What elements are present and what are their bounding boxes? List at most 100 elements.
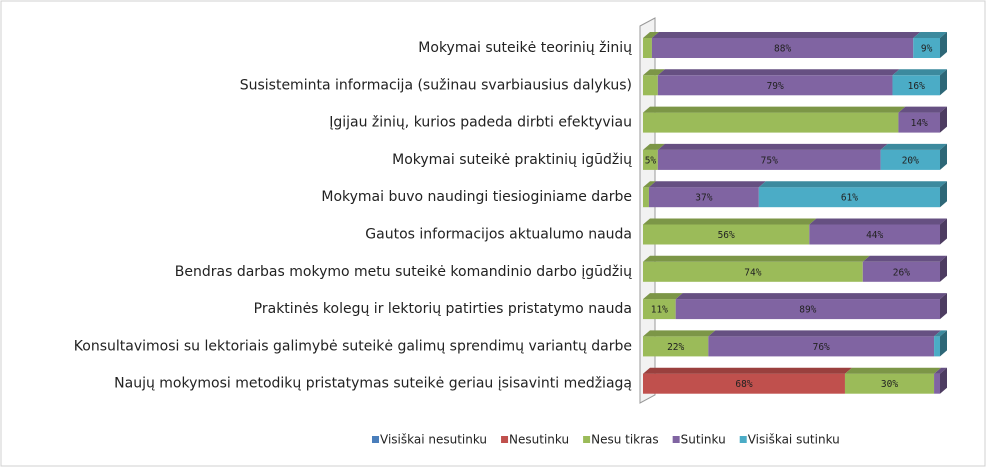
bar-end-face xyxy=(940,69,947,96)
bar-face xyxy=(892,69,947,76)
bar-face xyxy=(862,261,940,282)
legend-label: Nesutinku xyxy=(509,433,569,447)
bar-segment xyxy=(657,143,888,170)
bar-face xyxy=(844,373,935,394)
bar-face xyxy=(708,330,942,337)
data-label: 44% xyxy=(866,230,883,241)
bar-segment xyxy=(643,330,716,357)
data-label: 26% xyxy=(893,267,910,278)
bar-face xyxy=(643,38,652,58)
bar-face xyxy=(648,187,759,208)
bar-segment xyxy=(657,69,900,96)
bar-segment xyxy=(643,293,683,320)
data-label: 89% xyxy=(799,305,816,316)
bar-face xyxy=(643,112,899,133)
bar-face xyxy=(643,299,676,320)
data-label: 14% xyxy=(911,118,928,129)
bar-face xyxy=(643,255,870,262)
bar-face xyxy=(934,373,940,394)
bar-segment xyxy=(708,330,942,357)
bar-face xyxy=(643,149,658,170)
bar-face xyxy=(844,367,942,374)
data-label: 11% xyxy=(651,305,668,316)
bar-face xyxy=(643,261,863,282)
bar-segment xyxy=(643,32,659,58)
bar-segment xyxy=(898,106,947,133)
legend-label: Visiškai nesutinku xyxy=(380,433,487,447)
bar-face xyxy=(643,75,658,96)
bar-face xyxy=(675,299,940,320)
bar-face xyxy=(675,293,947,300)
bar-segment xyxy=(643,143,665,170)
bar-segment xyxy=(648,181,766,208)
data-label: 9% xyxy=(921,44,933,55)
bar-face xyxy=(657,69,900,76)
bar-face xyxy=(643,330,716,337)
bar-face xyxy=(657,75,893,96)
category-label: Konsultavimosi su lektoriais galimybė su… xyxy=(74,338,632,354)
category-label: Gautos informacijos aktualumo nauda xyxy=(365,227,632,243)
bar-face xyxy=(657,143,888,150)
bar-end-face xyxy=(940,181,947,208)
bar-segment xyxy=(643,255,870,282)
category-label: Mokymai suteikė teorinių žinių xyxy=(418,40,632,56)
bar-segment xyxy=(934,330,947,357)
bar-segment xyxy=(880,143,947,170)
legend-label: Nesu tikras xyxy=(591,433,659,447)
bar-face xyxy=(898,112,940,133)
bar-face xyxy=(934,336,940,357)
bar-face xyxy=(758,187,940,208)
data-label: 30% xyxy=(881,379,898,390)
bar-face xyxy=(643,106,906,113)
bar-face xyxy=(643,32,659,38)
data-label: 56% xyxy=(718,230,735,241)
bar-end-face xyxy=(940,106,947,133)
data-label: 74% xyxy=(744,267,761,278)
bar-face xyxy=(758,181,947,188)
bar-end-face xyxy=(940,293,947,320)
bar-face xyxy=(643,336,709,357)
bar-face xyxy=(657,149,881,170)
bar-face xyxy=(643,218,817,225)
legend-swatch xyxy=(583,436,591,443)
bar-segment xyxy=(643,106,906,133)
category-label: Bendras darbas mokymo metu suteikė koman… xyxy=(175,264,632,280)
legend-swatch xyxy=(501,436,509,443)
data-label: 16% xyxy=(908,81,925,92)
bar-face xyxy=(892,75,940,96)
data-label: 20% xyxy=(902,155,919,166)
bar-segment xyxy=(643,69,665,96)
bar-segment xyxy=(675,293,947,320)
bar-end-face xyxy=(940,218,947,245)
bar-segment xyxy=(913,32,947,58)
bar-segment xyxy=(643,218,817,245)
bar-face xyxy=(643,224,810,245)
bar-face xyxy=(913,38,940,58)
data-label: 76% xyxy=(813,342,830,353)
bar-end-face xyxy=(940,143,947,170)
bar-face xyxy=(643,187,649,208)
bar-face xyxy=(934,367,947,374)
category-label: Mokymai suteikė praktinių igūdžių xyxy=(392,152,632,168)
bar-segment xyxy=(892,69,947,96)
data-label: 37% xyxy=(695,193,712,204)
data-label: 88% xyxy=(774,44,791,55)
bar-segment xyxy=(809,218,947,245)
bar-end-face xyxy=(940,255,947,282)
legend-swatch xyxy=(672,436,680,443)
bar-segment xyxy=(844,367,942,394)
category-label: Mokymai buvo naudingi tiesioginiame darb… xyxy=(321,189,632,205)
legend-swatch xyxy=(739,436,747,443)
data-label: 5% xyxy=(645,155,657,166)
bar-segment xyxy=(643,367,852,394)
bar-face xyxy=(643,143,665,150)
bar-face xyxy=(913,32,947,38)
legend-label: Visiškai sutinku xyxy=(748,433,840,447)
bar-end-face xyxy=(940,367,947,394)
bar-face xyxy=(651,38,914,58)
bar-face xyxy=(862,255,947,262)
data-label: 61% xyxy=(841,193,858,204)
bar-face xyxy=(643,69,665,76)
category-label: Įgijau žinių, kurios padeda dirbti efekt… xyxy=(329,115,632,131)
